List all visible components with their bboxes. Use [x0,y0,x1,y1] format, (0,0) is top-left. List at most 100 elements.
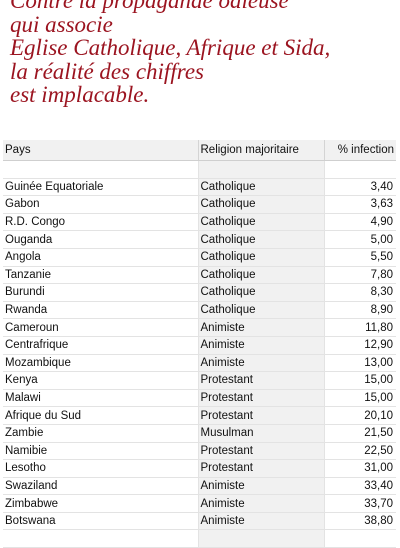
country-cell: Gabon [3,195,199,214]
religion-cell: Animiste [198,336,325,355]
religion-cell: Catholique [198,195,325,214]
country-cell: Burundi [3,283,199,302]
headline-line: Contre la propagande odieuse [10,0,289,13]
infection-cell: 8,90 [324,301,396,320]
country-cell: R.D. Congo [3,213,199,232]
religion-cell: Catholique [198,266,325,285]
table-row: Lesotho Protestant 31,00 [3,459,396,478]
infection-cell [324,160,396,179]
table-row: R.D. Congo Catholique 4,90 [3,213,396,232]
table-row: Centrafrique Animiste 12,90 [3,336,396,355]
country-cell: Namibie [3,442,199,461]
table-row: Ouganda Catholique 5,00 [3,230,396,249]
country-cell [3,529,199,548]
country-cell: Angola [3,248,199,267]
table-row: Afrique du Sud Protestant 20,10 [3,406,396,425]
table-row: Burundi Catholique 8,30 [3,283,396,302]
headline-line: la réalité des chiffres [10,58,204,84]
infection-cell: 20,10 [324,406,396,425]
country-cell: Ouganda [3,230,199,249]
religion-cell: Protestant [198,371,325,390]
country-cell: Guinée Equatoriale [3,178,199,197]
column-header-infection: % infection [324,140,396,161]
religion-cell: Protestant [198,459,325,478]
country-cell: Mozambique [3,354,199,373]
religion-cell [198,529,325,548]
infection-cell: 4,90 [324,213,396,232]
infection-cell: 5,00 [324,230,396,249]
country-cell: Cameroun [3,318,199,337]
table-row: Guinée Equatoriale Catholique 3,40 [3,178,396,197]
religion-cell: Animiste [198,494,325,513]
table-row: Cameroun Animiste 11,80 [3,318,396,337]
table-header-row: Pays Religion majoritaire % infection [3,140,396,161]
infection-cell: 33,70 [324,494,396,513]
table-row: Botswana Animiste 38,80 [3,512,396,531]
country-cell: Centrafrique [3,336,199,355]
religion-cell: Catholique [198,301,325,320]
country-cell: Lesotho [3,459,199,478]
religion-cell: Protestant [198,406,325,425]
religion-cell: Catholique [198,248,325,267]
infection-cell: 8,30 [324,283,396,302]
table-row: Namibie Protestant 22,50 [3,442,396,461]
infection-cell: 11,80 [324,318,396,337]
column-header-country: Pays [3,140,199,161]
country-cell: Kenya [3,371,199,390]
table-row [3,160,396,179]
religion-cell: Catholique [198,230,325,249]
religion-cell: Catholique [198,283,325,302]
infection-cell: 3,63 [324,195,396,214]
infection-cell: 5,50 [324,248,396,267]
infection-cell: 13,00 [324,354,396,373]
religion-cell: Protestant [198,389,325,408]
country-cell: Malawi [3,389,199,408]
infection-cell: 15,00 [324,371,396,390]
infection-cell: 3,40 [324,178,396,197]
table-row [3,529,396,548]
religion-cell: Musulman [198,424,325,443]
infection-cell: 38,80 [324,512,396,531]
table-row: Malawi Protestant 15,00 [3,389,396,408]
headline: Contre la propagande odieuse qui associe… [10,0,395,107]
religion-cell: Catholique [198,213,325,232]
table-row: Zambie Musulman 21,50 [3,424,396,443]
table-row: Angola Catholique 5,50 [3,248,396,267]
table-row: Mozambique Animiste 13,00 [3,354,396,373]
infection-cell: 21,50 [324,424,396,443]
headline-line: qui associe [10,11,113,37]
infection-cell: 22,50 [324,442,396,461]
table-row: Rwanda Catholique 8,90 [3,301,396,320]
country-cell [3,160,199,179]
infection-cell: 15,00 [324,389,396,408]
table-row: Zimbabwe Animiste 33,70 [3,494,396,513]
religion-cell: Animiste [198,477,325,496]
country-cell: Botswana [3,512,199,531]
headline-line: est implacable. [10,82,150,107]
country-cell: Afrique du Sud [3,406,199,425]
table-row: Gabon Catholique 3,63 [3,195,396,214]
religion-cell: Animiste [198,318,325,337]
religion-cell: Animiste [198,354,325,373]
infection-cell: 7,80 [324,266,396,285]
country-cell: Swaziland [3,477,199,496]
table-row: Kenya Protestant 15,00 [3,371,396,390]
religion-cell: Catholique [198,178,325,197]
headline-line: Eglise Catholique, Afrique et Sida, [10,35,331,60]
column-header-religion: Religion majoritaire [198,140,325,161]
infection-cell: 33,40 [324,477,396,496]
infection-table: Pays Religion majoritaire % infection Gu… [3,140,396,548]
country-cell: Zambie [3,424,199,443]
country-cell: Zimbabwe [3,494,199,513]
religion-cell: Protestant [198,442,325,461]
religion-cell: Animiste [198,512,325,531]
infection-cell: 31,00 [324,459,396,478]
table-row: Swaziland Animiste 33,40 [3,477,396,496]
infection-cell: 12,90 [324,336,396,355]
infection-cell [324,529,396,548]
country-cell: Tanzanie [3,266,199,285]
table-row: Tanzanie Catholique 7,80 [3,266,396,285]
table-body: Guinée Equatoriale Catholique 3,40 Gabon Cat… [3,160,396,548]
country-cell: Rwanda [3,301,199,320]
religion-cell [198,160,325,179]
